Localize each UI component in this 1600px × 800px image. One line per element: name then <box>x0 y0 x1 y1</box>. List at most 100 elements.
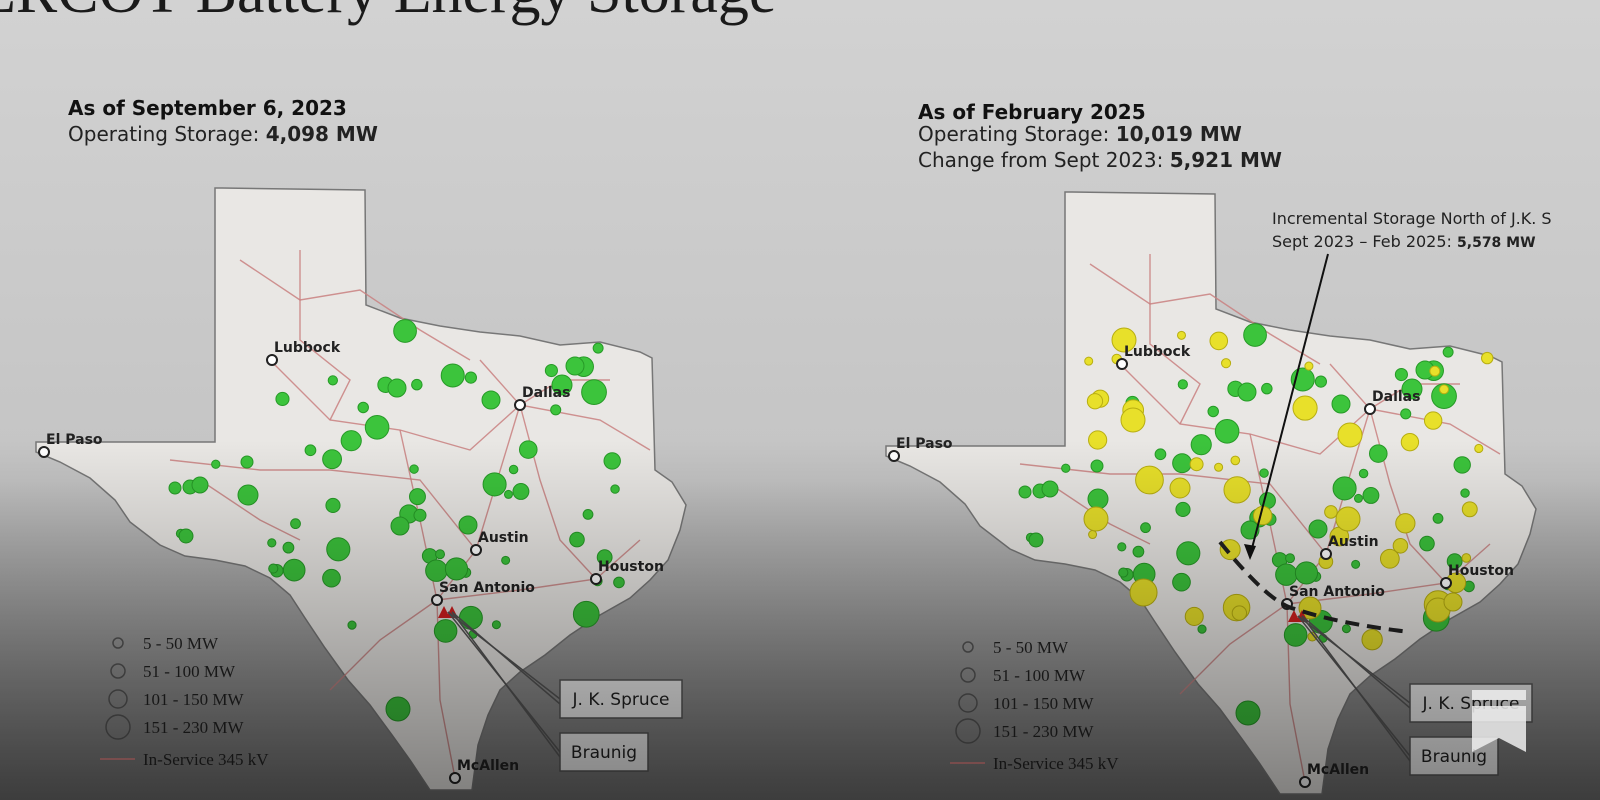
stat-value: 10,019 MW <box>1116 122 1242 146</box>
plant-label: Braunig <box>1421 747 1487 767</box>
storage-site <box>282 541 295 554</box>
storage-site <box>1394 367 1408 382</box>
panel-heading: As of February 2025 <box>918 100 1146 124</box>
legend-label: 151 - 230 MW <box>143 718 245 737</box>
stat-line: Change from Sept 2023: 5,921 MW <box>918 148 1282 172</box>
storage-site <box>464 371 477 384</box>
new-storage-site <box>1439 384 1449 395</box>
storage-site <box>1087 488 1109 510</box>
city-label: McAllen <box>457 758 519 774</box>
new-storage-site <box>1379 548 1400 569</box>
storage-site <box>1041 480 1059 498</box>
storage-site <box>1285 553 1296 564</box>
storage-site <box>304 444 317 457</box>
storage-site <box>572 600 600 628</box>
city-label: San Antonio <box>1289 584 1385 600</box>
city-marker <box>1299 776 1311 788</box>
storage-site <box>387 378 407 398</box>
storage-site <box>275 391 290 407</box>
new-storage-site <box>1209 331 1229 351</box>
storage-site <box>178 528 194 544</box>
storage-site <box>1214 419 1240 444</box>
bookmark-icon[interactable] <box>1472 690 1526 752</box>
storage-site <box>512 483 530 500</box>
storage-site <box>1308 519 1328 539</box>
new-storage-site <box>1304 361 1314 371</box>
storage-site <box>1442 346 1454 358</box>
storage-site <box>1176 541 1201 566</box>
slide-title: ERCOT Battery Energy Storage <box>0 0 776 26</box>
storage-site <box>544 363 558 378</box>
storage-site <box>581 379 607 405</box>
legend-label: 101 - 150 MW <box>993 694 1095 713</box>
new-storage-site <box>1423 411 1443 430</box>
storage-site <box>267 538 277 548</box>
storage-site <box>268 563 279 574</box>
annotation-text: Incremental Storage North of J.K. S <box>1272 209 1552 228</box>
city-label: Dallas <box>522 385 570 401</box>
storage-site <box>1432 512 1444 524</box>
new-storage-site <box>1177 330 1187 340</box>
new-storage-site <box>1083 506 1109 532</box>
storage-site <box>1353 493 1363 503</box>
new-storage-site <box>1324 505 1338 519</box>
storage-site <box>1117 542 1127 552</box>
storage-site <box>393 319 417 343</box>
city-label: Houston <box>1448 563 1514 579</box>
storage-site <box>1261 382 1273 395</box>
new-storage-site <box>1361 628 1383 651</box>
new-storage-site <box>1474 443 1484 454</box>
storage-site <box>290 518 301 530</box>
storage-site <box>1235 700 1261 726</box>
legend-label: 51 - 100 MW <box>993 666 1086 685</box>
storage-site <box>327 375 338 386</box>
storage-site <box>1400 408 1412 420</box>
new-storage-site <box>1086 393 1104 410</box>
storage-site <box>364 415 390 440</box>
new-storage-site <box>1400 432 1420 452</box>
storage-site <box>491 620 501 630</box>
storage-site <box>1207 405 1219 418</box>
storage-site <box>390 516 410 536</box>
stat-value: 4,098 MW <box>266 122 378 146</box>
storage-site <box>435 549 446 560</box>
storage-site <box>347 620 357 630</box>
storage-site <box>1362 487 1380 504</box>
new-storage-site <box>1088 530 1098 540</box>
storage-site <box>322 449 343 470</box>
storage-site <box>1419 535 1435 552</box>
new-storage-site <box>1461 553 1472 563</box>
storage-site <box>1460 488 1470 498</box>
city-marker <box>266 354 278 366</box>
storage-site <box>433 619 458 643</box>
new-storage-site <box>1219 539 1241 561</box>
new-storage-site <box>1292 395 1318 421</box>
new-storage-site <box>1231 605 1248 621</box>
storage-site <box>1358 468 1369 479</box>
storage-site <box>1140 522 1151 534</box>
storage-site <box>482 472 507 497</box>
storage-site <box>518 440 538 459</box>
storage-site <box>385 696 411 722</box>
city-label: San Antonio <box>439 580 535 596</box>
city-label: McAllen <box>1307 762 1369 778</box>
storage-site <box>409 488 426 506</box>
city-marker <box>1440 577 1452 589</box>
legend-label: 5 - 50 MW <box>143 634 219 653</box>
storage-site <box>582 508 594 520</box>
storage-site <box>1453 456 1471 474</box>
storage-site <box>1332 476 1357 501</box>
storage-site <box>458 515 478 535</box>
new-storage-site <box>1223 476 1251 504</box>
legend-label: 5 - 50 MW <box>993 638 1069 657</box>
city-label: Lubbock <box>1124 344 1191 360</box>
storage-site <box>1314 375 1327 388</box>
storage-site <box>1118 567 1129 578</box>
panel-heading: As of September 6, 2023 <box>68 96 347 120</box>
storage-site <box>1175 501 1191 518</box>
stat-label: Operating Storage: <box>918 122 1116 146</box>
storage-site <box>1283 623 1308 647</box>
storage-site <box>1197 624 1207 634</box>
storage-site <box>326 537 351 562</box>
storage-site <box>282 558 306 582</box>
